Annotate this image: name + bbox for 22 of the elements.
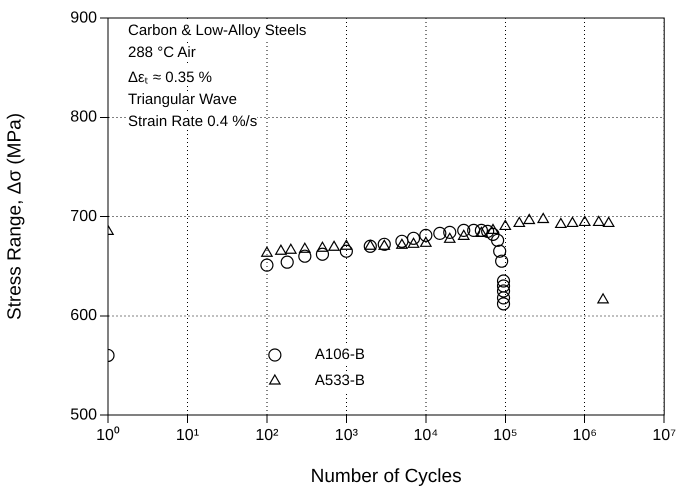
y-axis-title: Stress Range, Δσ (MPa)	[4, 112, 26, 320]
x-tick-label: 10²	[255, 427, 280, 444]
x-tick-label: 10⁶	[572, 427, 597, 444]
y-tick-label: 800	[70, 108, 98, 126]
x-axis-title: Number of Cycles	[310, 466, 462, 487]
legend-label: A106-B	[314, 346, 365, 364]
annotation: Triangular Wave	[128, 91, 237, 108]
y-tick-label: 700	[70, 208, 98, 225]
y-tick-label: 600	[70, 307, 98, 324]
x-tick-label: 10⁷	[652, 427, 676, 444]
annotation: 288 °C Air	[128, 44, 196, 61]
y-tick-label: 900	[70, 9, 98, 26]
x-tick-label: 10⁴	[413, 427, 438, 444]
legend-label: A533-B	[314, 372, 365, 390]
x-tick-label: 10¹	[176, 427, 200, 444]
x-tick-label: 10³	[334, 427, 359, 444]
annotation: Δεₜ ≈ 0.35 %	[128, 66, 212, 86]
x-tick-label: 10⁵	[493, 427, 518, 444]
annotation: Strain Rate 0.4 %/s	[128, 113, 258, 130]
x-tick-label: 10⁰	[96, 426, 120, 444]
y-tick-label: 500	[70, 406, 98, 424]
annotation: Carbon & Low-Alloy Steels	[128, 22, 306, 39]
